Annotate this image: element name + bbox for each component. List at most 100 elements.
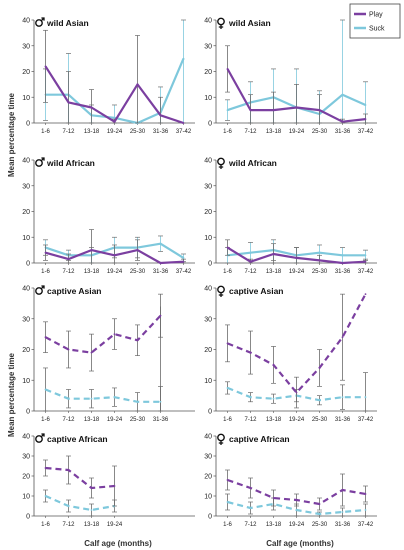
x-tick-label: 37-42 — [176, 269, 192, 275]
y-tick-label: 40 — [204, 286, 212, 293]
data-point-play — [90, 106, 93, 109]
data-point-play — [272, 109, 275, 112]
x-tick-label: 7-12 — [244, 417, 257, 423]
y-tick-label: 10 — [22, 378, 30, 385]
data-point-suck — [226, 501, 229, 503]
x-tick-label: 19-24 — [107, 417, 123, 423]
female-symbol-icon — [217, 433, 225, 442]
y-tick-label: 40 — [22, 18, 30, 25]
data-point-play — [67, 258, 70, 261]
data-point-play — [364, 118, 367, 121]
y-tick-label: 10 — [22, 494, 30, 501]
data-point-play — [364, 260, 367, 263]
female-symbol-cross-icon — [218, 292, 224, 297]
panel-8: 0 10 20 30 40 1-6 7-12 13-18 19-24 25-30 31-36 37-4… — [204, 433, 377, 528]
x-tick-label: 25-30 — [130, 417, 146, 423]
x-tick-label: 19-24 — [107, 269, 123, 275]
x-tick-label: 31-36 — [335, 129, 351, 135]
x-tick-label: 31-36 — [153, 269, 169, 275]
female-symbol-cross-icon — [218, 440, 224, 445]
y-tick-label: 0 — [208, 409, 212, 416]
x-tick-label: 13-18 — [266, 522, 282, 528]
data-point-play — [318, 367, 321, 369]
x-tick-label: 1-6 — [223, 129, 232, 135]
y-tick-label: 0 — [208, 514, 212, 521]
data-point-suck — [90, 509, 93, 511]
y-tick-label: 20 — [22, 209, 30, 216]
x-tick-label: 1-6 — [223, 269, 232, 275]
male-symbol-icon — [35, 159, 43, 167]
x-tick-label: 31-36 — [335, 522, 351, 528]
data-point-suck — [341, 396, 344, 399]
legend-suck-label: Suck — [369, 26, 385, 33]
x-tick-label: 7-12 — [244, 269, 257, 275]
data-point-play — [226, 479, 229, 481]
panel-7: 0 10 20 30 40 1-6 7-12 13-18 19-24 captive Africa… — [22, 433, 195, 528]
x-tick-label: 37-42 — [358, 522, 374, 528]
data-point-suck — [295, 509, 298, 511]
data-point-suck — [318, 399, 321, 402]
y-tick-label: 30 — [22, 316, 30, 323]
y-tick-label: 10 — [22, 95, 30, 102]
x-tick-label: 19-24 — [107, 522, 123, 528]
x-tick-label: 7-12 — [62, 522, 75, 528]
y-tick-label: 0 — [208, 121, 212, 128]
data-point-suck — [159, 400, 162, 403]
y-tick-label: 0 — [208, 261, 212, 268]
data-point-play — [136, 249, 139, 252]
data-point-play — [113, 333, 116, 336]
x-tick-label: 37-42 — [358, 417, 374, 423]
x-tick-label: 25-30 — [130, 129, 146, 135]
data-point-suck — [182, 256, 185, 259]
data-point-suck — [90, 397, 93, 400]
data-point-suck — [226, 109, 229, 112]
x-tick-label: 25-30 — [312, 417, 328, 423]
male-symbol-icon — [35, 287, 43, 295]
y-tick-label: 0 — [26, 514, 30, 521]
data-point-play — [226, 246, 229, 249]
data-point-play — [67, 469, 70, 471]
data-point-play — [295, 391, 298, 394]
x-tick-label: 25-30 — [312, 269, 328, 275]
x-tick-label: 19-24 — [289, 129, 305, 135]
data-point-play — [226, 68, 229, 70]
y-tick-label: 40 — [204, 434, 212, 441]
data-point-suck — [341, 511, 344, 513]
data-point-play — [341, 262, 344, 264]
female-symbol-icon — [217, 17, 225, 26]
panel-1: 0 10 20 30 40 1-6 7-12 13-18 19-24 25-30 31-36 37-4… — [22, 17, 195, 135]
x-tick-label: 13-18 — [84, 417, 100, 423]
data-point-play — [44, 467, 47, 469]
y-tick-label: 30 — [22, 454, 30, 461]
panel-2: 0 10 20 30 40 1-6 7-12 13-18 19-24 25-30 31-36 37-4… — [204, 17, 377, 135]
x-tick-label: 1-6 — [41, 522, 50, 528]
data-point-suck — [44, 495, 47, 497]
y-tick-label: 30 — [204, 316, 212, 323]
x-tick-label: 1-6 — [41, 129, 50, 135]
data-point-suck — [364, 254, 367, 257]
data-point-play — [341, 336, 344, 339]
y-tick-label: 20 — [204, 347, 212, 354]
data-point-suck — [364, 104, 367, 106]
panel-title: wild Asian — [228, 18, 271, 28]
y-tick-label: 10 — [204, 235, 212, 242]
data-point-play — [44, 336, 47, 339]
y-axis-label-bottom: Mean percentage time — [7, 352, 16, 437]
y-tick-label: 0 — [26, 409, 30, 416]
y-tick-label: 10 — [204, 95, 212, 102]
data-point-play — [318, 109, 321, 112]
data-point-play — [113, 254, 116, 257]
data-point-play — [67, 101, 70, 104]
y-tick-label: 30 — [22, 183, 30, 190]
data-point-play — [159, 314, 162, 317]
legend: Play Suck — [349, 3, 401, 39]
x-tick-label: 7-12 — [62, 129, 75, 135]
panel-title: captive Asian — [47, 286, 102, 296]
x-tick-label: 37-42 — [358, 269, 374, 275]
x-tick-label: 1-6 — [223, 417, 232, 423]
female-symbol-icon — [217, 285, 225, 294]
data-point-play — [136, 339, 139, 342]
data-point-suck — [113, 116, 116, 119]
panel-title: captive Asian — [229, 286, 284, 296]
panel-3: 0 10 20 30 40 1-6 7-12 13-18 19-24 25-30 31-36 37-4… — [22, 157, 195, 275]
